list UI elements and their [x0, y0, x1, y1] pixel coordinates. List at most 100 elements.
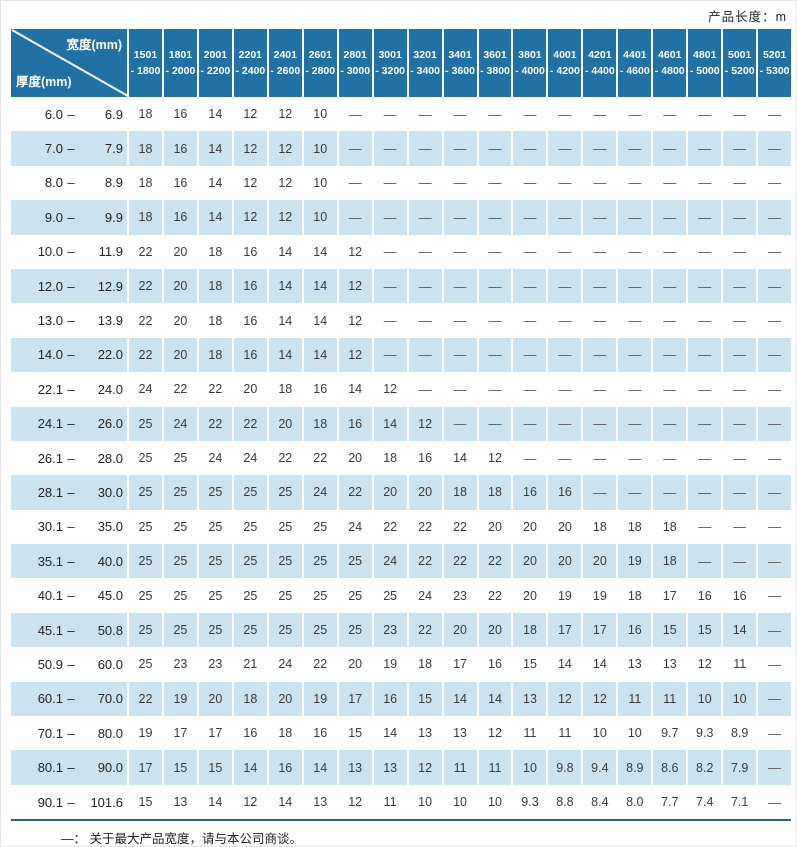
length-value-cell: 17 — [199, 716, 234, 751]
length-value-cell: 12 — [548, 681, 584, 717]
length-value-cell: 18 — [618, 578, 654, 613]
length-value-cell-na: — — [618, 165, 654, 201]
length-value-cell: 18 — [129, 131, 164, 166]
size-availability-table: 宽度(mm) 厚度(mm) 1501- 1800 1801- 2000 2001- … — [11, 29, 792, 822]
length-value-cell-na: — — [444, 131, 479, 166]
length-value-cell: 22 — [269, 440, 304, 476]
length-value-cell: 20 — [479, 612, 514, 648]
length-value-cell: 25 — [129, 647, 164, 682]
length-value-cell-na: — — [583, 337, 619, 373]
thickness-range-label: 26.1–28.0 — [11, 440, 129, 476]
length-value-cell: 12 — [234, 97, 269, 132]
length-value-cell: 14 — [304, 234, 339, 269]
length-value-cell: 25 — [304, 578, 339, 613]
length-value-cell-na: — — [768, 794, 782, 810]
length-value-cell: 14 — [304, 750, 339, 785]
length-value-cell: 19 — [374, 647, 409, 682]
table-row: 70.1–80.0 19 17 17 16 18 16 15 14 13 13 12 11 11 10 10 9… — [11, 716, 791, 751]
length-value-cell: 25 — [269, 544, 304, 579]
length-value-cell: 19 — [129, 716, 164, 751]
length-value-cell: 20 — [374, 475, 409, 510]
length-value-cell: 20 — [583, 544, 619, 579]
length-value-cell: 20 — [164, 268, 199, 304]
length-value-cell-na: — — [768, 313, 782, 329]
length-value-cell-na: — — [479, 337, 514, 373]
length-value-cell: 13 — [339, 750, 374, 785]
length-value-cell: 20 — [479, 509, 514, 545]
length-value-cell: 25 — [199, 544, 234, 579]
length-value-cell: 25 — [339, 612, 374, 648]
length-value-cell-na: — — [444, 234, 479, 269]
length-value-cell: 19 — [164, 681, 199, 717]
length-value-cell: 23 — [164, 647, 199, 682]
thickness-range-label: 80.1–90.0 — [11, 750, 129, 785]
length-value-cell-na: — — [374, 200, 409, 235]
length-value-cell: 25 — [164, 578, 199, 613]
length-value-cell: 12 — [688, 647, 724, 682]
length-value-cell: 12 — [269, 131, 304, 166]
length-value-cell: 16 — [304, 716, 339, 751]
length-value-cell: 12 — [339, 303, 374, 338]
length-value-cell-na: — — [409, 268, 444, 304]
width-range-header-cell: 3801- 4000 — [513, 29, 549, 97]
length-value-cell: 12 — [269, 165, 304, 201]
length-value-cell: 15 — [199, 750, 234, 785]
thickness-range-label: 13.0–13.9 — [11, 303, 129, 338]
length-value-cell-na: — — [723, 165, 759, 201]
length-value-cell: 10 — [304, 165, 339, 201]
thickness-range-label: 10.0–11.9 — [11, 234, 129, 269]
length-value-cell-na: — — [548, 200, 584, 235]
length-value-cell: 16 — [164, 97, 199, 132]
length-value-cell: 16 — [234, 716, 269, 751]
length-value-cell-na: — — [374, 337, 409, 373]
width-range-header-cell: 4601- 4800 — [653, 29, 689, 97]
length-value-cell: 12 — [339, 234, 374, 269]
length-value-cell: 25 — [234, 509, 269, 545]
length-value-cell-na: — — [618, 337, 654, 373]
length-value-cell-na: — — [548, 337, 584, 373]
length-value-cell-na: — — [479, 200, 514, 235]
width-range-header-cell: 2001- 2200 — [198, 29, 234, 97]
table-row: 80.1–90.0 17 15 15 14 16 14 13 13 12 11 11 10 9.8 9.4 8… — [11, 750, 791, 785]
length-value-cell: 20 — [444, 612, 479, 648]
length-value-cell-na: — — [479, 406, 514, 441]
length-value-cell: 23 — [374, 612, 409, 648]
length-value-cell: 7.1 — [723, 784, 759, 820]
dash-footnote: —： 关于最大产品宽度，请与本公司商谈。 — [61, 832, 302, 846]
length-value-cell: 18 — [479, 475, 514, 510]
length-value-cell: 13 — [444, 716, 479, 751]
length-value-cell-na: — — [548, 131, 584, 166]
thickness-range-label: 90.1–101.6 — [11, 784, 129, 820]
length-value-cell: 22 — [479, 578, 514, 613]
length-value-cell: 20 — [164, 337, 199, 373]
width-range-header-cell: 3401- 3600 — [443, 29, 479, 97]
length-value-cell: 13 — [513, 681, 549, 717]
length-value-cell: 7.7 — [653, 784, 689, 820]
length-value-cell-na: — — [583, 303, 619, 338]
length-value-cell-na: — — [688, 97, 724, 132]
length-value-cell: 16 — [513, 475, 549, 510]
table-row: 9.0–9.9 18 16 14 12 12 10— — — — — — — — — — — — — — [11, 200, 791, 235]
length-value-cell-na: — — [688, 544, 724, 579]
length-value-cell: 22 — [444, 544, 479, 579]
length-value-cell: 14 — [269, 784, 304, 820]
length-value-cell: 20 — [513, 578, 549, 613]
length-value-cell-na: — — [479, 165, 514, 201]
length-value-cell: 24 — [339, 509, 374, 545]
length-value-cell: 17 — [653, 578, 689, 613]
length-value-cell-na: — — [339, 131, 374, 166]
length-value-cell-na: — — [723, 337, 759, 373]
length-value-cell-na: — — [618, 303, 654, 338]
length-value-cell-na: — — [618, 268, 654, 304]
length-value-cell: 18 — [199, 303, 234, 338]
length-value-cell: 24 — [409, 578, 444, 613]
product-length-unit-note: 产品长度：m — [708, 10, 787, 24]
length-value-cell: 22 — [409, 544, 444, 579]
length-value-cell: 14 — [583, 647, 619, 682]
thickness-range-label: 22.1–24.0 — [11, 372, 129, 407]
length-value-cell-na: — — [768, 519, 782, 535]
length-value-cell: 25 — [164, 475, 199, 510]
length-value-cell-na: — — [723, 97, 759, 132]
length-value-cell-na: — — [723, 440, 759, 476]
table-row: 26.1–28.0 25 25 24 24 22 22 20 18 16 14 12— — — — — — — — — [11, 440, 791, 476]
